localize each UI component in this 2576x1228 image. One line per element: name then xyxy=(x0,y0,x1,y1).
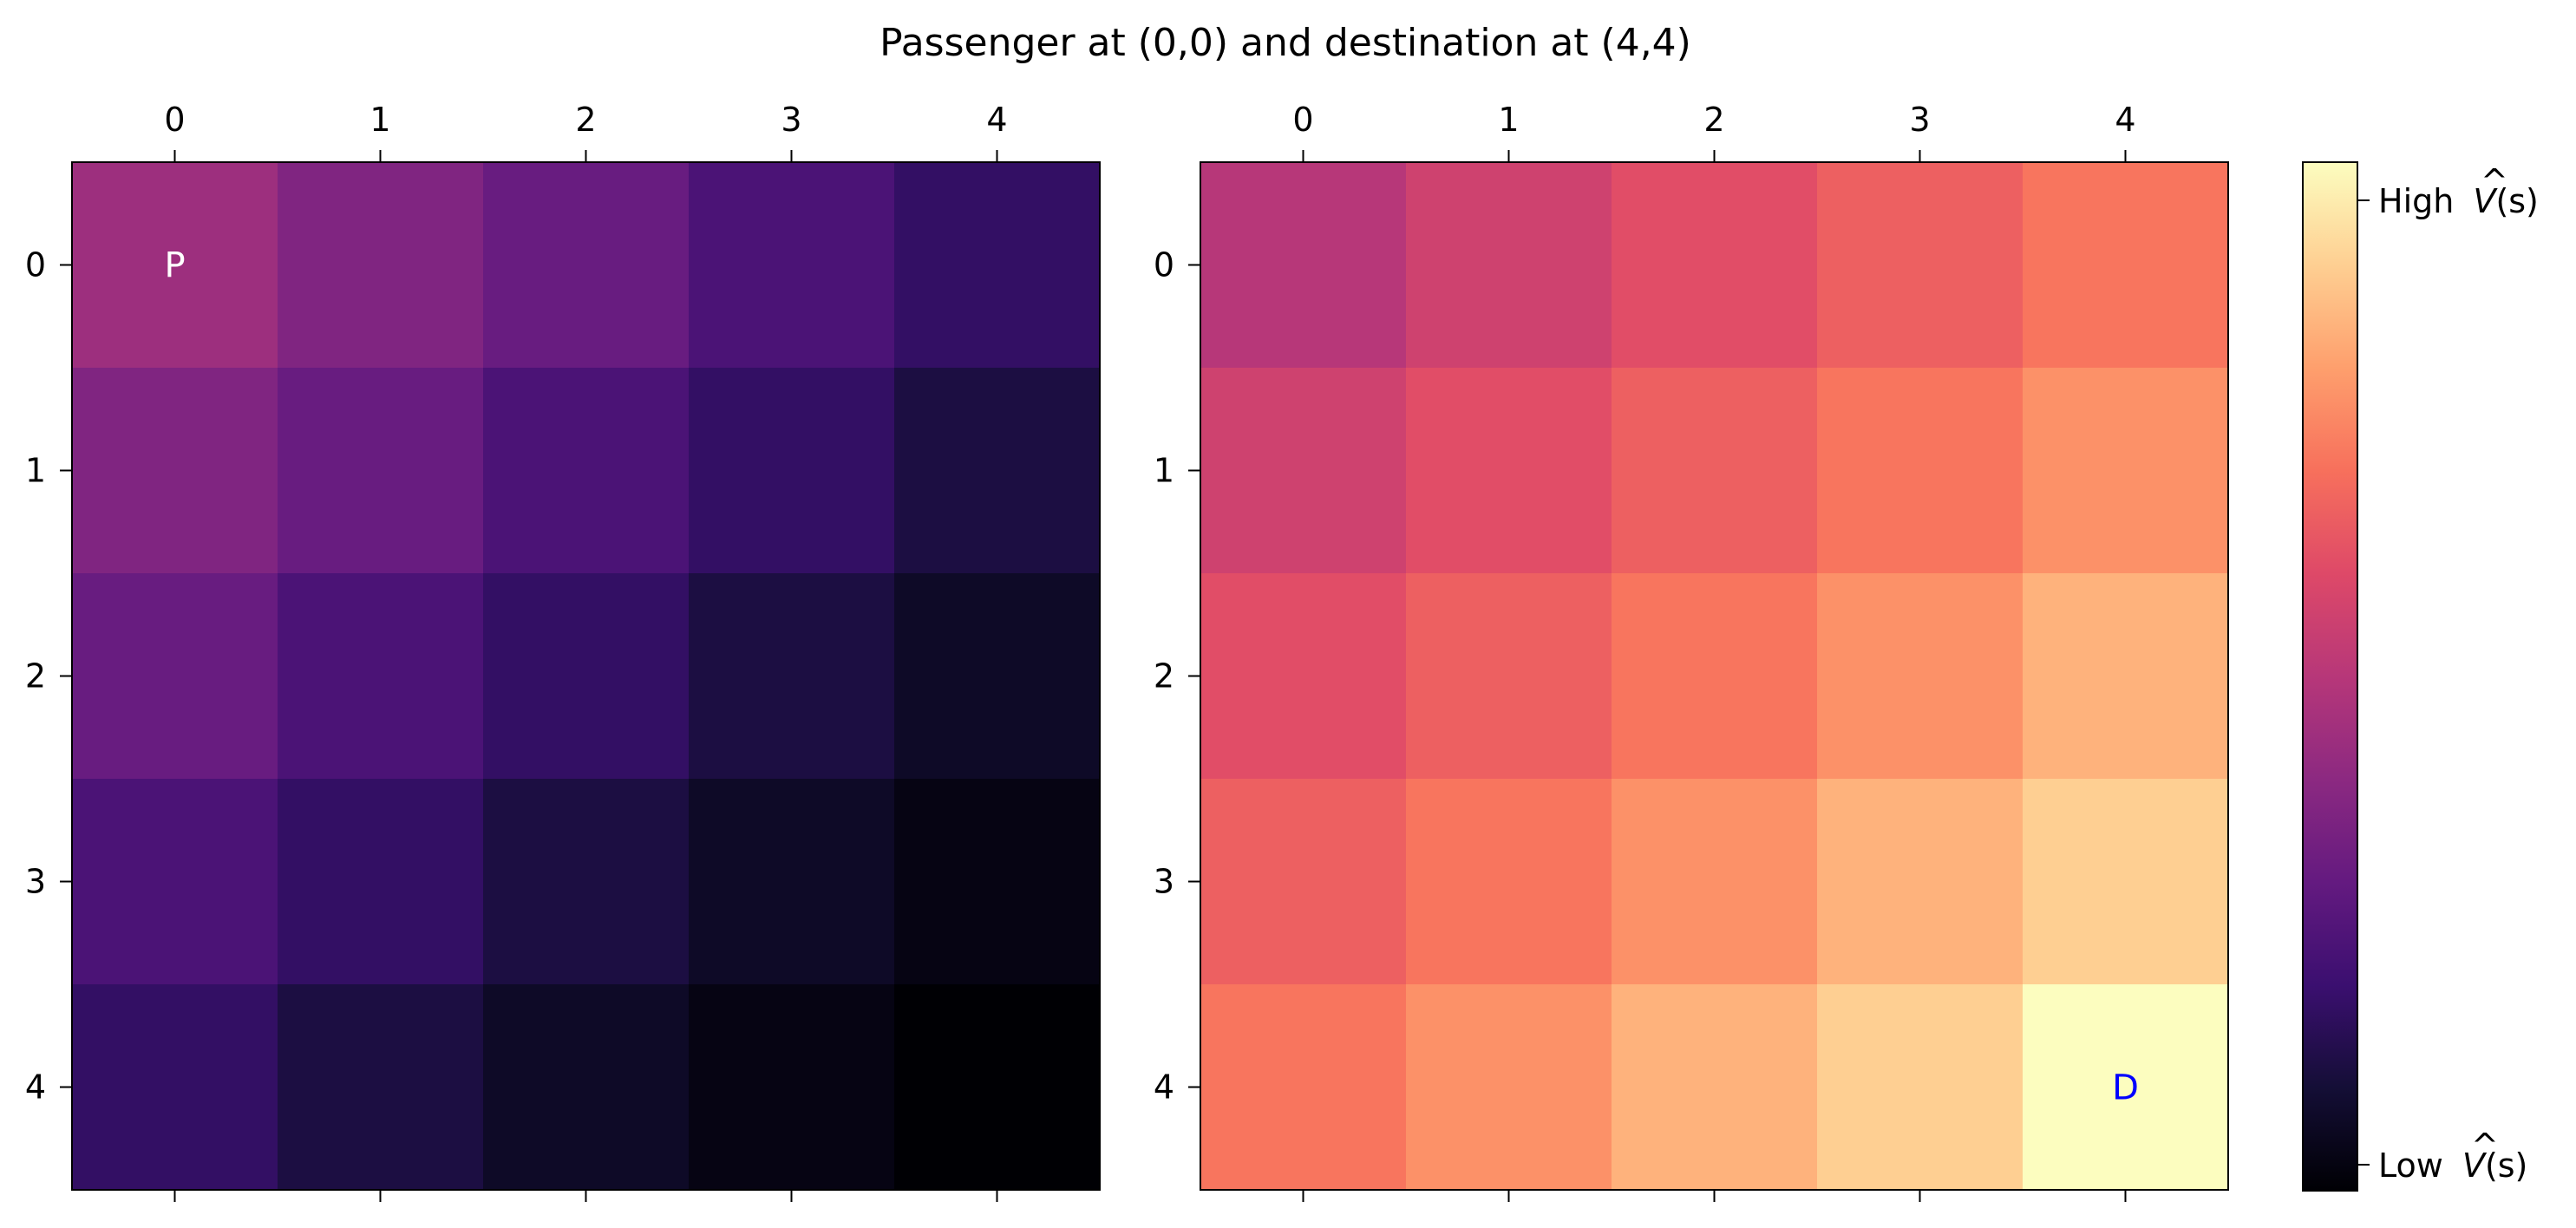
left-cell-r3-c4 xyxy=(894,779,1101,985)
right-cell-r3-c0 xyxy=(1200,779,1407,985)
right-cell-r0-c0 xyxy=(1200,162,1407,369)
right-cell-r4-c0 xyxy=(1200,984,1407,1191)
left-cell-r0-c2 xyxy=(483,162,690,369)
right-cell-r2-c3 xyxy=(1817,573,2024,780)
colorbar-low-symbol: V xyxy=(2462,1146,2488,1185)
right-cell-r4-c4 xyxy=(2023,984,2229,1191)
left-cell-r2-c0 xyxy=(72,573,278,780)
right-y-tick-label: 2 xyxy=(1154,657,1174,696)
left-x-tick-label: 3 xyxy=(781,101,801,139)
left-cell-r1-c2 xyxy=(483,368,690,574)
right-x-tick-label: 0 xyxy=(1292,101,1313,139)
right-x-tick-label: 1 xyxy=(1498,101,1519,139)
right-cell-r0-c1 xyxy=(1406,162,1612,369)
left-cell-r4-c1 xyxy=(278,984,484,1191)
left-cell-r3-c3 xyxy=(689,779,895,985)
right-cell-r1-c1 xyxy=(1406,368,1612,574)
right-cell-r2-c4 xyxy=(2023,573,2229,780)
colorbar-high-word: High xyxy=(2378,182,2454,220)
left-cell-r2-c4 xyxy=(894,573,1101,780)
left-x-tick-label: 2 xyxy=(575,101,596,139)
left-x-tick-label: 4 xyxy=(986,101,1007,139)
right-cell-r0-c4 xyxy=(2023,162,2229,369)
left-y-tick-label: 1 xyxy=(25,452,46,490)
left-x-tick-label: 1 xyxy=(369,101,390,139)
right-x-tick-label: 2 xyxy=(1703,101,1724,139)
colorbar-low-word: Low xyxy=(2378,1146,2443,1185)
colorbar-high-label: High V(s) xyxy=(2378,182,2539,220)
left-cell-r1-c0 xyxy=(72,368,278,574)
left-cell-r1-c4 xyxy=(894,368,1101,574)
left-cell-r4-c3 xyxy=(689,984,895,1191)
right-cell-r3-c2 xyxy=(1612,779,1818,985)
colorbar-gradient xyxy=(2302,161,2358,1192)
left-cell-r4-c4 xyxy=(894,984,1101,1191)
left-cell-r0-c3 xyxy=(689,162,895,369)
right-cell-r1-c2 xyxy=(1612,368,1818,574)
right-cell-annotation: D xyxy=(2112,1068,2139,1108)
right-heatmap-panel: 0 1 2 3 4 0 1 2 3 4 D xyxy=(1154,101,2229,1202)
left-y-tick-label: 0 xyxy=(25,246,46,284)
left-cell-r0-c0 xyxy=(72,162,278,369)
left-cell-r0-c4 xyxy=(894,162,1101,369)
left-cell-r2-c2 xyxy=(483,573,690,780)
left-y-tick-label: 2 xyxy=(25,657,46,696)
right-cell-r4-c3 xyxy=(1817,984,2024,1191)
left-heatmap-panel: 0 1 2 3 4 0 1 2 3 4 P xyxy=(25,101,1101,1202)
right-cell-r0-c2 xyxy=(1612,162,1818,369)
left-cell-r3-c0 xyxy=(72,779,278,985)
right-y-tick-label: 4 xyxy=(1154,1068,1174,1107)
right-cell-r2-c1 xyxy=(1406,573,1612,780)
right-x-tick-label: 4 xyxy=(2115,101,2135,139)
right-cell-r3-c1 xyxy=(1406,779,1612,985)
left-cell-r4-c0 xyxy=(72,984,278,1191)
right-cell-r1-c3 xyxy=(1817,368,2024,574)
right-y-tick-label: 0 xyxy=(1154,246,1174,284)
left-cell-r1-c1 xyxy=(278,368,484,574)
colorbar-low-label: Low V(s) xyxy=(2378,1146,2527,1185)
left-cell-r3-c1 xyxy=(278,779,484,985)
left-cell-annotation: P xyxy=(164,246,185,286)
left-cell-r1-c3 xyxy=(689,368,895,574)
colorbar-high-hat: ^ xyxy=(2481,162,2508,200)
right-cell-r1-c4 xyxy=(2023,368,2229,574)
right-cell-r3-c4 xyxy=(2023,779,2229,985)
left-cell-r3-c2 xyxy=(483,779,690,985)
right-y-tick-label: 1 xyxy=(1154,452,1174,490)
left-y-tick-label: 3 xyxy=(25,863,46,901)
right-cell-r0-c3 xyxy=(1817,162,2024,369)
left-y-tick-label: 4 xyxy=(25,1068,46,1107)
left-cell-r4-c2 xyxy=(483,984,690,1191)
left-cell-r2-c3 xyxy=(689,573,895,780)
right-x-tick-label: 3 xyxy=(1909,101,1930,139)
right-cell-r2-c2 xyxy=(1612,573,1818,780)
figure-title: Passenger at (0,0) and destination at (4… xyxy=(879,21,1691,65)
colorbar-low-args: (s) xyxy=(2485,1146,2527,1185)
colorbar-high-args: (s) xyxy=(2495,182,2538,220)
left-cell-r0-c1 xyxy=(278,162,484,369)
right-cell-r1-c0 xyxy=(1200,368,1407,574)
left-x-tick-label: 0 xyxy=(164,101,185,139)
colorbar-high-symbol: V xyxy=(2473,182,2498,220)
right-cell-r4-c1 xyxy=(1406,984,1612,1191)
right-y-tick-label: 3 xyxy=(1154,863,1174,901)
right-cell-r4-c2 xyxy=(1612,984,1818,1191)
left-cell-r2-c1 xyxy=(278,573,484,780)
colorbar-low-hat: ^ xyxy=(2471,1127,2499,1165)
right-cell-r3-c3 xyxy=(1817,779,2024,985)
right-cell-r2-c0 xyxy=(1200,573,1407,780)
colorbar: High V(s) ^ Low V(s) ^ xyxy=(2302,161,2539,1192)
